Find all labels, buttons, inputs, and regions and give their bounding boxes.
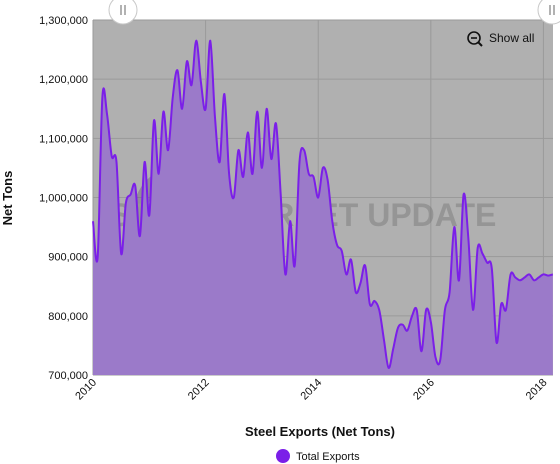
x-tick-label: 2014: [299, 377, 325, 403]
legend[interactable]: Total Exports: [276, 449, 360, 463]
y-axis-ticks: 700,000 800,000 900,000 1,000,000 1,100,000 1…: [39, 15, 88, 382]
y-tick-label: 1,200,000: [39, 74, 88, 86]
show-all-button[interactable]: Show all: [467, 31, 534, 47]
drag-handle-icon: [120, 5, 126, 15]
y-tick-label: 1,300,000: [39, 15, 88, 27]
y-tick-label: 1,100,000: [39, 133, 88, 145]
zoom-out-icon: [467, 31, 483, 47]
y-tick-label: 800,000: [48, 311, 88, 323]
legend-label-total-exports: Total Exports: [296, 451, 360, 463]
y-tick-label: 700,000: [48, 370, 88, 382]
navigator-right-handle[interactable]: [537, 0, 560, 25]
show-all-label: Show all: [489, 31, 534, 45]
chart-title: Steel Exports (Net Tons): [245, 424, 395, 439]
series-total-exports-area: [93, 40, 553, 376]
legend-swatch-total-exports: [276, 449, 290, 463]
y-tick-label: 900,000: [48, 252, 88, 264]
x-tick-label: 2018: [524, 377, 550, 403]
drag-handle-icon: [549, 5, 555, 15]
navigator-left-handle[interactable]: [108, 0, 138, 25]
y-tick-label: 1,000,000: [39, 193, 88, 205]
y-axis-title: Net Tons: [0, 171, 15, 226]
x-tick-label: 2016: [411, 377, 437, 403]
x-tick-label: 2012: [186, 377, 212, 403]
x-axis-ticks: 2010 2012 2014 2016 2018: [73, 377, 549, 403]
series-total-exports-line: [92, 39, 554, 369]
